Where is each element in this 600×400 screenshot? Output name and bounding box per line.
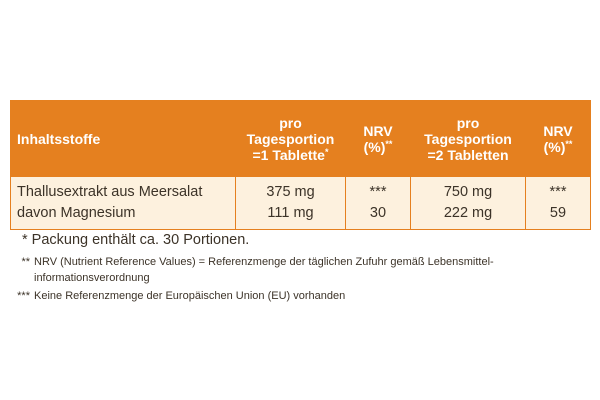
header-line: (%)** — [352, 139, 404, 155]
footnote-body: Packung enthält ca. 30 Portionen. — [32, 232, 250, 248]
header-line: pro — [279, 114, 302, 131]
header-cell: pro Tagesportion =2 Tabletten — [410, 100, 526, 177]
table-cell: Thallusextrakt aus Meersalat — [10, 176, 236, 203]
table-cell: davon Magnesium — [10, 203, 236, 230]
footnote: *** Keine Referenzmenge der Europäischen … — [12, 288, 345, 304]
table-cell: 750 mg — [410, 176, 526, 203]
header-cell: Inhaltsstoffe — [10, 100, 236, 177]
nutrition-table: Inhaltsstoffe pro Tagesportion =1 Tablette*… — [10, 100, 591, 230]
table-row: davon Magnesium 111 mg 30 222 mg 59 — [10, 203, 591, 230]
table-body: Thallusextrakt aus Meersalat 375 mg *** 750… — [10, 176, 591, 230]
table-cell: 222 mg — [410, 203, 526, 230]
table-cell: 59 — [525, 203, 591, 230]
footnote-marker: *** — [17, 290, 30, 302]
header-row: Inhaltsstoffe pro Tagesportion =1 Tablette*… — [10, 100, 591, 177]
footnote-line: informationsverordnung — [34, 272, 150, 284]
footnote-body: NRV (Nutrient Reference Values) = Refere… — [34, 254, 494, 286]
header-line: (%)** — [532, 139, 584, 155]
header-cell: pro Tagesportion =1 Tablette* — [235, 100, 346, 177]
footnote-body: Keine Referenzmenge der Europäischen Uni… — [34, 288, 345, 304]
header-line: =1 Tablette* — [242, 147, 339, 163]
footnote-line: Packung enthält ca. 30 Portionen. — [31, 232, 250, 248]
footnote-marker: ** — [21, 256, 30, 268]
footnote: * Packung enthält ca. 30 Portionen. — [22, 232, 249, 248]
footnote-line: Keine Referenzmenge der Europäischen Uni… — [34, 290, 346, 302]
table-cell: 375 mg — [235, 176, 346, 203]
header-text: =1 Tablette — [252, 146, 325, 163]
footnote-marker: ** — [385, 138, 393, 149]
footnote-marker: * — [22, 232, 28, 248]
header-line: Inhaltsstoffe — [17, 130, 101, 147]
table-cell: *** — [345, 176, 411, 203]
header-line: pro — [456, 114, 480, 131]
header-cell: NRV (%)** — [525, 100, 591, 177]
table-cell: 111 mg — [235, 203, 346, 230]
header-text: (%) — [363, 138, 386, 155]
footnote-marker: ** — [565, 138, 573, 149]
footnote: ** NRV (Nutrient Reference Values) = Refe… — [12, 254, 494, 286]
header-line: NRV — [543, 122, 573, 139]
table-cell: 30 — [345, 203, 411, 230]
header-line: =2 Tabletten — [427, 146, 509, 163]
header-line: Tagesportion — [246, 130, 335, 147]
footnote-line: NRV (Nutrient Reference Values) = Refere… — [34, 256, 494, 268]
table-cell: *** — [525, 176, 591, 203]
header-text: (%) — [543, 138, 566, 155]
footnote-marker: * — [324, 146, 329, 157]
header-cell: NRV (%)** — [345, 100, 411, 177]
table-row: Thallusextrakt aus Meersalat 375 mg *** 750… — [10, 176, 591, 203]
header-line: NRV — [363, 122, 393, 139]
header-line: Tagesportion — [424, 130, 512, 147]
